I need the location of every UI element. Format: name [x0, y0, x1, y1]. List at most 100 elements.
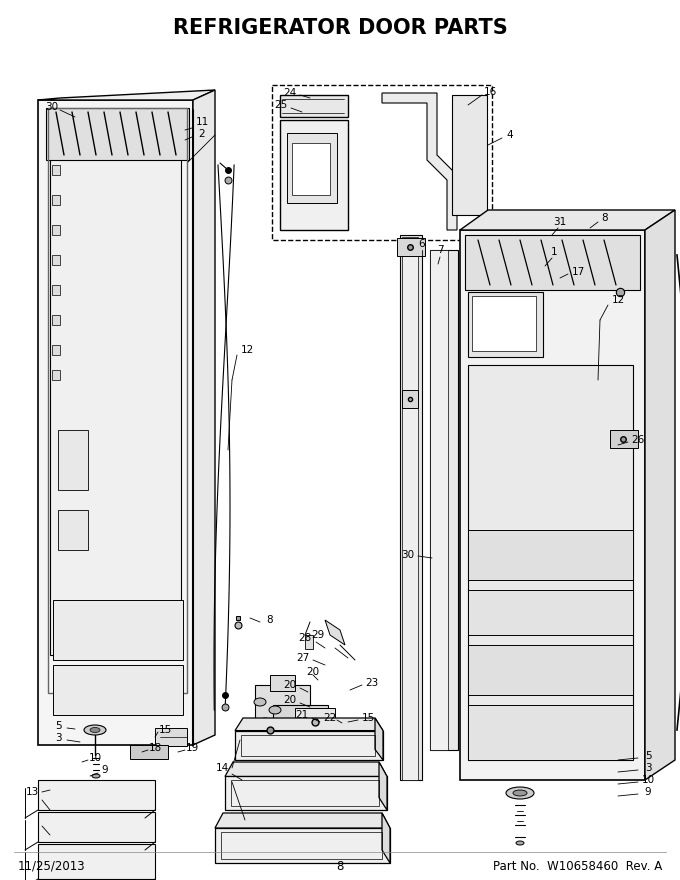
Bar	[280, 95, 348, 117]
Ellipse shape	[513, 790, 527, 796]
Bar	[400, 235, 422, 780]
Bar	[430, 250, 448, 750]
Bar	[273, 705, 328, 745]
Polygon shape	[38, 812, 155, 842]
Bar	[221, 832, 382, 859]
Text: 16: 16	[483, 87, 496, 97]
Polygon shape	[215, 813, 390, 828]
Text: 9: 9	[102, 765, 108, 775]
Polygon shape	[38, 844, 155, 879]
Bar	[468, 530, 633, 580]
Text: 3: 3	[645, 763, 651, 773]
Text: 2: 2	[199, 129, 205, 139]
Polygon shape	[52, 195, 60, 205]
Bar	[280, 120, 348, 230]
Text: 3: 3	[54, 733, 61, 743]
Polygon shape	[325, 620, 345, 645]
Text: 8: 8	[602, 213, 609, 223]
Bar	[241, 735, 375, 756]
Bar	[460, 230, 645, 780]
Bar	[468, 645, 633, 695]
Polygon shape	[215, 828, 390, 863]
Text: 10: 10	[641, 775, 655, 785]
Bar	[53, 665, 183, 715]
Bar	[305, 635, 313, 649]
Bar	[468, 365, 633, 760]
Bar	[468, 590, 633, 635]
Text: 22: 22	[324, 713, 337, 723]
Ellipse shape	[516, 841, 524, 845]
Bar	[402, 390, 418, 408]
Text: 10: 10	[88, 753, 101, 763]
Polygon shape	[38, 90, 215, 100]
Text: 14: 14	[216, 763, 228, 773]
Polygon shape	[52, 285, 60, 295]
Polygon shape	[452, 95, 487, 215]
Bar	[155, 728, 187, 746]
Polygon shape	[235, 718, 383, 730]
Text: 4: 4	[507, 130, 513, 140]
Text: 23: 23	[365, 678, 379, 688]
Polygon shape	[382, 813, 390, 863]
Text: 12: 12	[240, 345, 254, 355]
Polygon shape	[52, 225, 60, 235]
Text: 27: 27	[296, 653, 309, 663]
Text: 5: 5	[54, 721, 61, 731]
Polygon shape	[52, 370, 60, 380]
Polygon shape	[52, 165, 60, 175]
Polygon shape	[193, 90, 215, 745]
Bar	[465, 235, 640, 290]
Bar	[397, 238, 425, 256]
Ellipse shape	[259, 718, 271, 726]
Polygon shape	[38, 780, 155, 810]
Bar	[610, 430, 638, 448]
Polygon shape	[375, 718, 383, 760]
Bar	[295, 708, 335, 736]
Text: 13: 13	[25, 787, 39, 797]
Ellipse shape	[92, 774, 100, 778]
Text: 9: 9	[645, 787, 651, 797]
Bar	[50, 110, 181, 655]
Text: 1: 1	[551, 247, 558, 257]
Bar	[472, 296, 536, 351]
Text: 18: 18	[148, 743, 162, 753]
Polygon shape	[52, 315, 60, 325]
Text: 15: 15	[158, 725, 171, 735]
Text: 25: 25	[274, 100, 288, 110]
Bar	[430, 250, 458, 750]
Bar	[270, 675, 295, 691]
Bar	[292, 143, 330, 195]
Text: 6: 6	[419, 239, 425, 249]
Text: 28: 28	[299, 633, 311, 643]
Ellipse shape	[280, 727, 294, 737]
Ellipse shape	[254, 698, 266, 706]
Polygon shape	[225, 776, 387, 810]
Bar	[231, 781, 379, 806]
Bar	[48, 108, 187, 693]
Ellipse shape	[269, 706, 281, 714]
Ellipse shape	[84, 725, 106, 735]
Text: 15: 15	[361, 713, 375, 723]
Text: Part No.  W10658460  Rev. A: Part No. W10658460 Rev. A	[493, 860, 662, 872]
Text: REFRIGERATOR DOOR PARTS: REFRIGERATOR DOOR PARTS	[173, 18, 507, 38]
Text: 11: 11	[195, 117, 209, 127]
Bar	[468, 705, 633, 760]
Bar	[255, 685, 310, 725]
Polygon shape	[235, 730, 383, 760]
Text: 8: 8	[267, 615, 273, 625]
Text: 11/25/2013: 11/25/2013	[18, 860, 86, 872]
Text: 31: 31	[554, 217, 566, 227]
Text: 30: 30	[401, 550, 415, 560]
Bar	[38, 100, 193, 745]
Text: 30: 30	[46, 102, 58, 112]
Polygon shape	[382, 93, 457, 230]
Text: 5: 5	[645, 751, 651, 761]
Polygon shape	[460, 210, 675, 230]
Text: 21: 21	[295, 710, 309, 720]
Text: 29: 29	[311, 630, 324, 640]
Ellipse shape	[506, 787, 534, 799]
Text: 12: 12	[611, 295, 625, 305]
Text: 20: 20	[284, 695, 296, 705]
Bar	[58, 510, 88, 550]
Bar	[53, 600, 183, 660]
